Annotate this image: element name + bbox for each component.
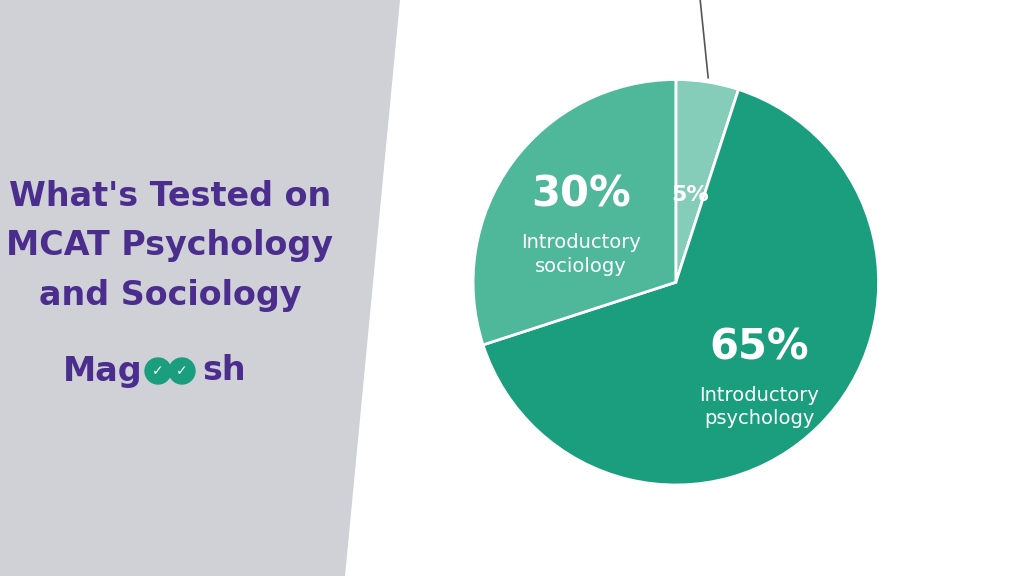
Circle shape [145, 358, 171, 384]
Text: Mag: Mag [62, 354, 142, 388]
Text: and Sociology: and Sociology [39, 279, 301, 313]
Text: ✓: ✓ [153, 364, 164, 378]
Text: sh: sh [202, 354, 246, 388]
Text: ✓: ✓ [176, 364, 187, 378]
Text: MCAT Psychology: MCAT Psychology [6, 229, 334, 263]
Polygon shape [0, 0, 400, 576]
Text: 65%: 65% [710, 326, 809, 368]
Text: Introductory biology: Introductory biology [621, 0, 775, 78]
Text: 30%: 30% [530, 174, 631, 216]
Wedge shape [473, 79, 676, 345]
Circle shape [169, 358, 195, 384]
Text: What's Tested on: What's Tested on [9, 180, 331, 213]
Text: Introductory
psychology: Introductory psychology [699, 386, 819, 428]
Wedge shape [676, 79, 738, 282]
Text: 5%: 5% [671, 185, 709, 205]
Text: Introductory
sociology: Introductory sociology [521, 233, 641, 276]
Wedge shape [483, 89, 879, 485]
